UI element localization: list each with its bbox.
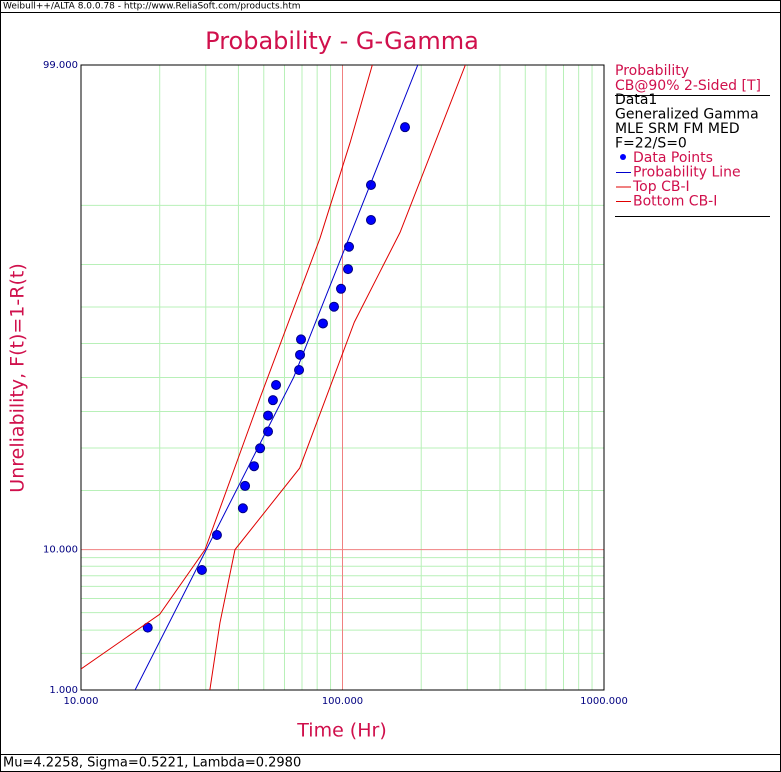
data-point <box>365 214 376 225</box>
y-tick-label: 1.000 <box>49 685 78 696</box>
plot-layer <box>81 65 466 690</box>
legend-label: Probability Line <box>633 165 741 181</box>
data-point <box>317 318 328 329</box>
data-point <box>336 283 347 294</box>
plot-border <box>80 64 605 691</box>
data-point <box>343 264 354 275</box>
data-point <box>263 410 274 421</box>
data-point <box>295 349 306 360</box>
data-point <box>296 334 307 345</box>
legend-info: MLE SRM FM MED <box>615 121 740 137</box>
legend-title: Probability <box>615 63 689 79</box>
data-point <box>271 380 282 391</box>
chart-title: Probability - G-Gamma <box>205 27 479 55</box>
legend-label: Bottom CB-I <box>633 194 717 210</box>
legend-subtitle: CB@90% 2-Sided [T] <box>615 78 761 94</box>
legend-marker <box>620 154 626 160</box>
y-axis-label: Unreliability, F(t)=1-R(t) <box>7 263 29 492</box>
legend-info: Generalized Gamma <box>615 107 759 123</box>
data-point <box>400 122 411 133</box>
curve <box>81 65 373 670</box>
x-tick-label: 1000.000 <box>580 696 628 707</box>
data-point <box>255 443 266 454</box>
data-point <box>240 480 251 491</box>
x-tick-label: 10.000 <box>64 696 99 707</box>
data-point <box>196 565 207 576</box>
curve <box>134 65 419 690</box>
window-header: Weibull++/ALTA 8.0.0.78 - http://www.Rel… <box>3 2 301 12</box>
data-point <box>294 364 305 375</box>
data-point <box>329 301 340 312</box>
curve <box>209 65 466 690</box>
data-point <box>249 461 260 472</box>
data-point <box>267 395 278 406</box>
legend-info: F=22/S=0 <box>615 136 687 152</box>
y-tick-label: 99.000 <box>43 60 78 71</box>
legend-label: Data Points <box>633 150 713 166</box>
data-point <box>237 503 248 514</box>
status-text: Mu=4.2258, Sigma=0.5221, Lambda=0.2980 <box>3 756 301 771</box>
legend-label: Top CB-I <box>632 179 690 195</box>
x-axis-label: Time (Hr) <box>296 720 386 742</box>
y-tick-label: 10.000 <box>43 545 78 556</box>
x-tick-label: 100.000 <box>322 696 363 707</box>
legend-info: Data1 <box>615 92 657 108</box>
